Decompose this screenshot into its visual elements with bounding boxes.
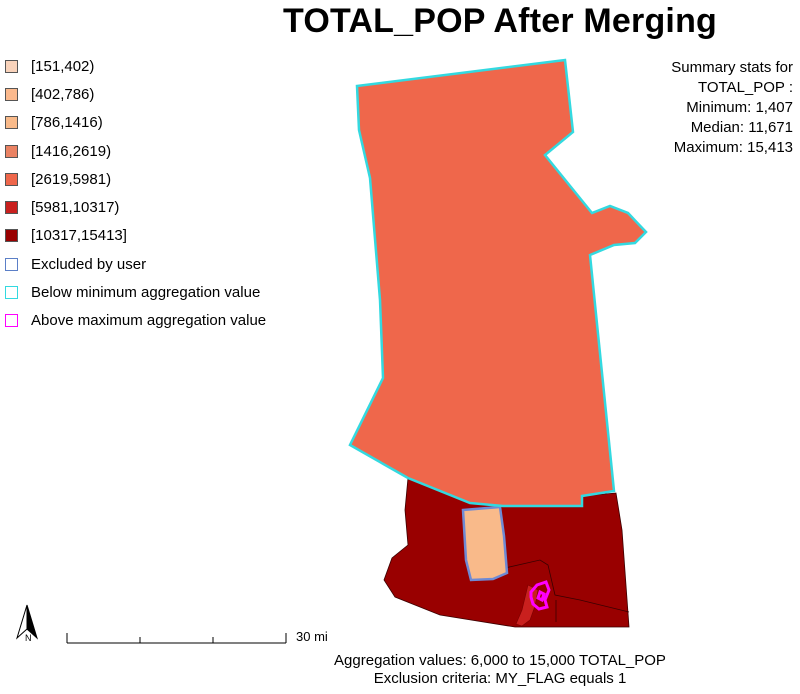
north-arrow-label: N <box>25 633 32 643</box>
aggregation-values-text: Aggregation values: 6,000 to 15,000 TOTA… <box>334 652 666 669</box>
legend-label: [151,402) <box>31 57 95 75</box>
legend-label: [5981,10317) <box>31 199 120 217</box>
region-excluded <box>461 505 509 582</box>
legend-swatch <box>5 87 18 101</box>
north-arrow-icon <box>16 604 38 640</box>
legend-label: [1416,2619) <box>31 142 112 160</box>
stats-minimum: Minimum: 1,407 <box>686 99 793 116</box>
legend-swatch <box>5 257 18 271</box>
legend-label: Below minimum aggregation value <box>31 284 261 302</box>
scalebar-label: 30 mi <box>296 629 328 644</box>
scalebar <box>66 633 287 644</box>
legend-item: Below minimum aggregation value <box>5 278 266 306</box>
map-footer: Aggregation values: 6,000 to 15,000 TOTA… <box>320 652 680 688</box>
legend-label: [402,786) <box>31 85 95 103</box>
summary-stats: Summary stats for TOTAL_POP : Minimum: 1… <box>671 58 793 158</box>
legend-swatch <box>5 201 18 215</box>
legend-swatch <box>5 314 18 328</box>
page-title: TOTAL_POP After Merging <box>282 2 718 40</box>
legend-label: [2619,5981) <box>31 170 112 188</box>
title-area: TOTAL_POP After Merging <box>0 0 800 48</box>
legend-item: Excluded by user <box>5 250 266 278</box>
stats-heading-line1: Summary stats for <box>671 59 793 76</box>
legend-swatch <box>5 286 18 300</box>
exclusion-criteria-text: Exclusion criteria: MY_FLAG equals 1 <box>373 670 627 687</box>
legend-label: Excluded by user <box>31 255 147 273</box>
legend-swatch <box>5 144 18 158</box>
boundary-line <box>504 559 630 613</box>
legend-swatch <box>5 172 18 186</box>
legend-item: [2619,5981) <box>5 165 266 193</box>
stats-heading-line2: TOTAL_POP : <box>697 79 793 96</box>
region-north-large <box>348 58 648 508</box>
legend-swatch <box>5 229 18 243</box>
legend-label: Above maximum aggregation value <box>31 312 267 330</box>
legend-item: [402,786) <box>5 80 266 108</box>
legend-item: [151,402) <box>5 52 266 80</box>
legend-item: [1416,2619) <box>5 137 266 165</box>
stats-maximum: Maximum: 15,413 <box>673 139 793 156</box>
region-above-maximum <box>529 580 551 611</box>
legend-swatch <box>5 59 18 73</box>
legend-item: [10317,15413] <box>5 222 266 250</box>
legend-swatch <box>5 116 18 130</box>
stats-median: Median: 11,671 <box>690 119 793 136</box>
legend-item: Above maximum aggregation value <box>5 307 266 335</box>
legend-item: [5981,10317) <box>5 193 266 221</box>
legend-label: [786,1416) <box>31 114 103 132</box>
legend: [151,402) [402,786) [786,1416) [1416,2619) [… <box>5 52 266 335</box>
legend-item: [786,1416) <box>5 109 266 137</box>
legend-label: [10317,15413] <box>31 227 127 245</box>
